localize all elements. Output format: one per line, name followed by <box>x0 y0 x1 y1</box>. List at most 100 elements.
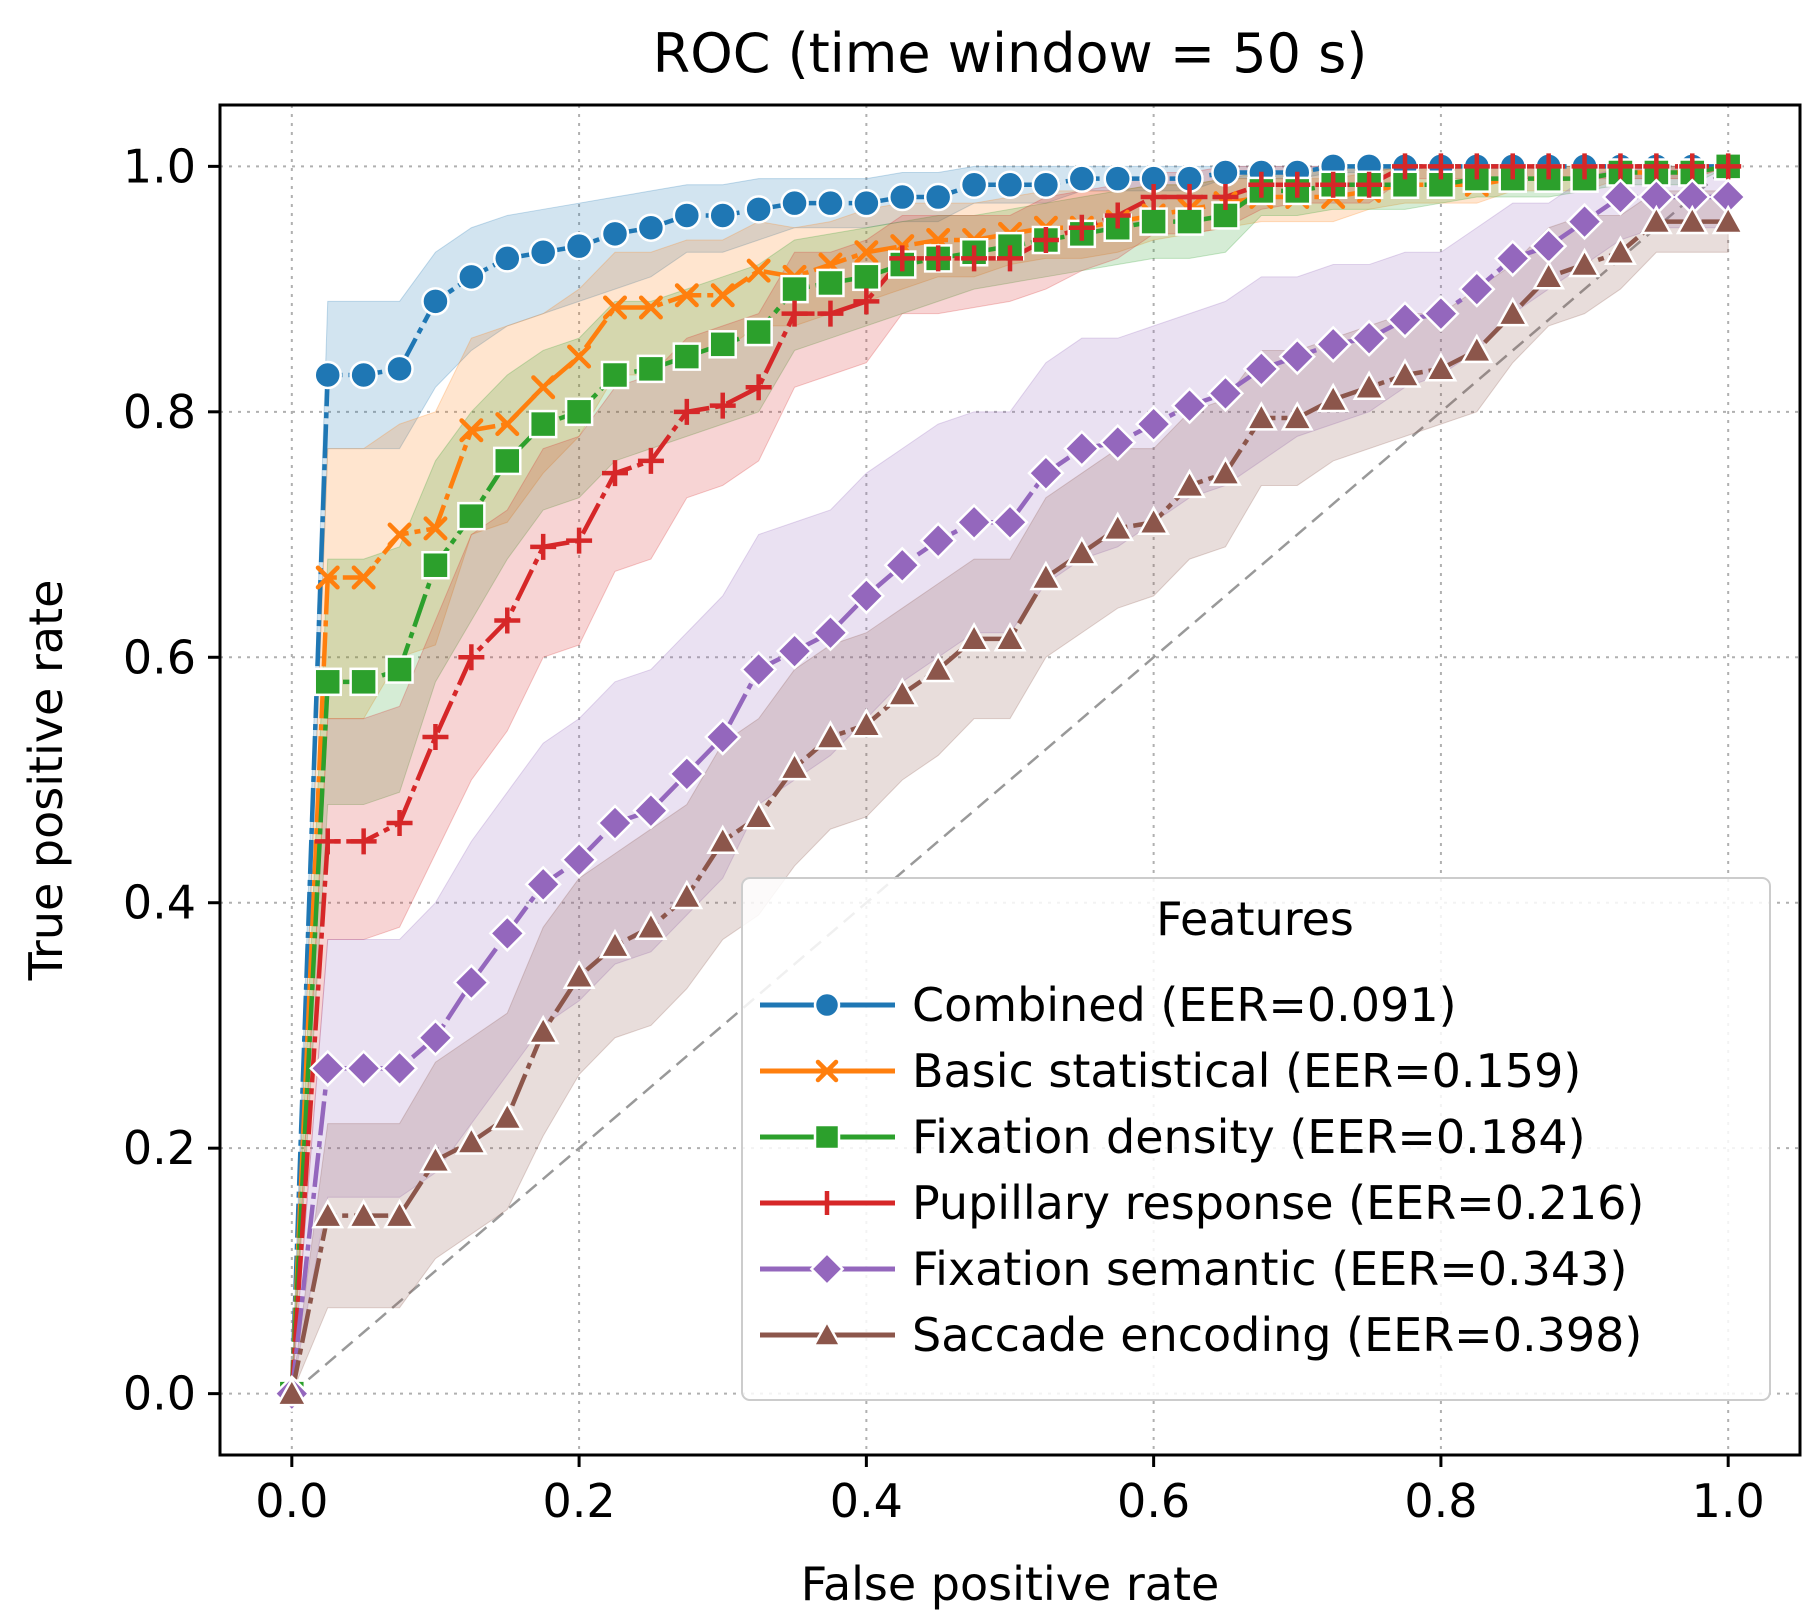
series-5-point <box>562 959 596 990</box>
series-2-point <box>708 330 737 359</box>
series-4-point <box>1350 319 1388 357</box>
series-0-point <box>1031 170 1061 200</box>
series-2-point <box>385 655 414 684</box>
series-4-point <box>847 577 886 615</box>
series-5-point <box>706 824 740 855</box>
series-5-point <box>921 652 955 683</box>
legend-marker-5 <box>811 1319 843 1347</box>
series-0-point <box>493 244 522 273</box>
series-4-point <box>1422 294 1460 333</box>
series-4-point <box>560 841 598 879</box>
series-5-point <box>634 910 668 940</box>
series-5-point <box>957 621 991 652</box>
chance-diagonal <box>291 165 1729 1395</box>
series-4-point <box>991 503 1029 541</box>
series-0-point <box>744 195 773 224</box>
series-3-point <box>1104 202 1131 229</box>
series-3-point <box>1607 153 1634 180</box>
series-4-point <box>775 632 814 670</box>
series-5-point <box>1280 401 1314 431</box>
legend-marker-3 <box>815 1191 839 1215</box>
series-3-point <box>566 527 593 554</box>
series-3-point <box>1212 184 1239 211</box>
series-5-point <box>1532 259 1566 290</box>
series-0-point <box>457 262 486 292</box>
y-tick-label: 0.0 <box>123 1367 196 1421</box>
series-4-point <box>1601 178 1640 216</box>
series-5-point <box>419 1143 452 1174</box>
series-5-point <box>1496 296 1530 327</box>
series-2-point <box>421 550 450 580</box>
series-0-point <box>600 219 630 249</box>
x-tick-label: 0.6 <box>1117 1474 1190 1528</box>
series-1-point <box>315 565 340 590</box>
series-3-point <box>1176 184 1203 211</box>
series-3-point <box>853 288 880 315</box>
series-4-point <box>1386 301 1424 339</box>
series-1-point <box>854 240 879 265</box>
series-4-point <box>1063 429 1101 468</box>
series-3-point <box>1643 153 1670 180</box>
x-tick-label: 0.4 <box>830 1474 903 1528</box>
series-1-point <box>638 295 663 320</box>
series-4-point <box>955 503 993 541</box>
series-4-point <box>488 914 526 953</box>
series-4-point <box>739 650 778 689</box>
series-2-point <box>672 342 702 371</box>
x-tick-label: 0.8 <box>1404 1474 1477 1528</box>
series-2-point <box>744 317 773 347</box>
legend: Features Combined (EER=0.091) Basic stati… <box>741 877 1771 1401</box>
legend-marker-4 <box>809 1251 845 1287</box>
series-3-point <box>602 460 628 487</box>
series-3-point <box>1571 153 1598 180</box>
series-5-point <box>1101 511 1135 542</box>
series-3-point <box>350 828 377 855</box>
series-5-point <box>1065 536 1099 566</box>
series-2-point <box>600 360 630 390</box>
series-0-point <box>672 201 702 230</box>
series-1-point <box>603 295 627 320</box>
series-3-point <box>925 245 952 272</box>
x-tick-label: 1.0 <box>1692 1474 1765 1528</box>
y-tick-label: 0.4 <box>123 876 196 930</box>
series-3-point <box>1068 214 1095 241</box>
legend-label-5: Saccade encoding (EER=0.398) <box>912 1308 1642 1362</box>
series-0-point <box>385 354 414 384</box>
series-2-point <box>816 268 845 298</box>
series-3-point <box>1427 153 1454 180</box>
series-3-point <box>781 300 808 327</box>
series-5-point <box>1316 382 1350 413</box>
legend-label-4: Fixation semantic (EER=0.343) <box>912 1242 1627 1296</box>
legend-title: Features <box>1156 892 1354 946</box>
series-0-point <box>564 231 594 261</box>
series-2-point <box>1139 207 1168 236</box>
series-5-point <box>347 1198 381 1229</box>
series-3-point <box>314 828 341 855</box>
y-axis-label: True positive rate <box>19 580 73 982</box>
axis-ticks: 0.0 0.2 0.4 0.6 0.8 1.0 0.0 0.2 0.4 0.6 0.8 1.0 <box>123 139 1765 1528</box>
series-5-point <box>1173 468 1206 499</box>
series-5-point <box>1424 351 1458 382</box>
series-3-point <box>961 245 988 272</box>
series-1-point <box>531 375 556 400</box>
series-4-point <box>668 755 706 793</box>
series-3-point <box>530 533 557 560</box>
series-2-point <box>780 274 809 304</box>
series-4-point <box>883 546 921 584</box>
series-3-point <box>1715 153 1742 180</box>
series-0-point <box>780 188 809 218</box>
series-4-point <box>1027 454 1065 492</box>
series-0-point <box>1067 164 1097 193</box>
series-4-point <box>1565 202 1604 241</box>
series-0-point <box>636 213 666 242</box>
x-tick-label: 0.2 <box>543 1474 616 1528</box>
series-5-point <box>1244 401 1278 431</box>
series-0-point <box>313 360 342 390</box>
series-1-point <box>459 418 484 443</box>
series-3-point <box>1248 171 1275 198</box>
series-4-point <box>1494 239 1532 278</box>
series-1-point <box>387 522 412 547</box>
series-5-point <box>311 1198 345 1229</box>
